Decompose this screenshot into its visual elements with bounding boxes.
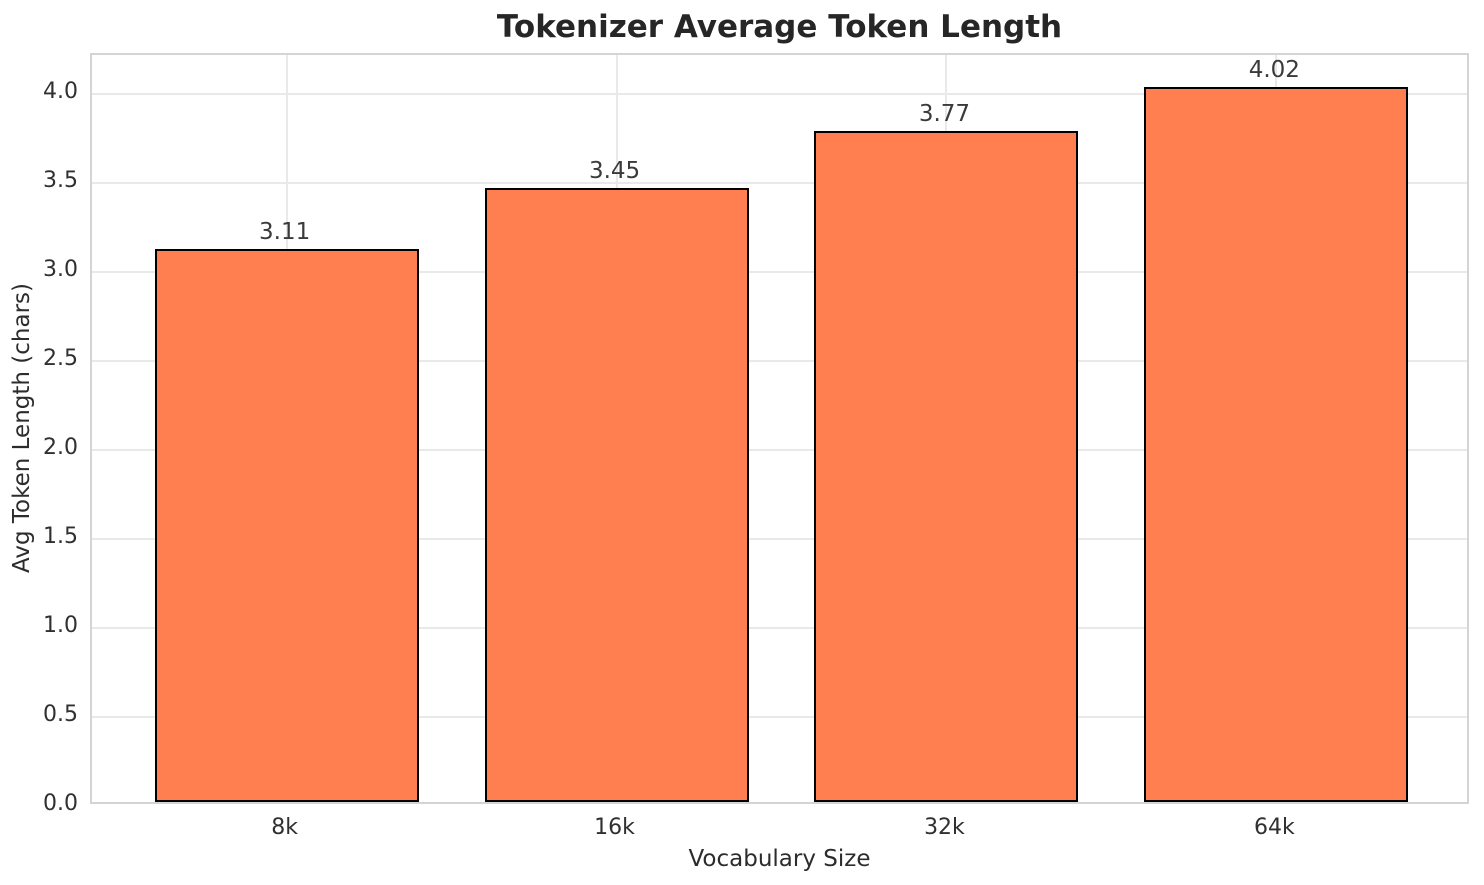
plot-area [90,53,1469,804]
bar [154,248,419,802]
y-tick-label: 1.5 [43,524,78,550]
y-tick-label: 2.5 [43,346,78,372]
x-tick-label: 32k [924,815,965,840]
y-tick-label: 0.0 [43,791,78,816]
chart-title: Tokenizer Average Token Length [496,9,1063,45]
bar [814,131,1079,802]
bar-value-label: 4.02 [1248,56,1300,83]
y-tick-label: 0.5 [43,702,78,728]
y-tick-label: 2.0 [43,435,78,461]
bar-value-label: 3.45 [588,158,641,185]
x-tick-label: 16k [594,815,635,840]
y-tick-label: 4.0 [43,79,78,105]
bar [484,188,749,802]
y-tick-label: 3.5 [43,168,78,194]
bar-value-label: 3.11 [259,218,311,245]
y-tick-label: 1.0 [43,613,78,639]
x-axis-label: Vocabulary Size [688,846,871,872]
x-tick-label: 64k [1253,815,1295,840]
x-tick-label: 8k [271,815,299,840]
y-tick-label: 3.0 [43,257,78,283]
bar-value-label: 3.77 [918,101,971,128]
bar [1144,86,1409,802]
